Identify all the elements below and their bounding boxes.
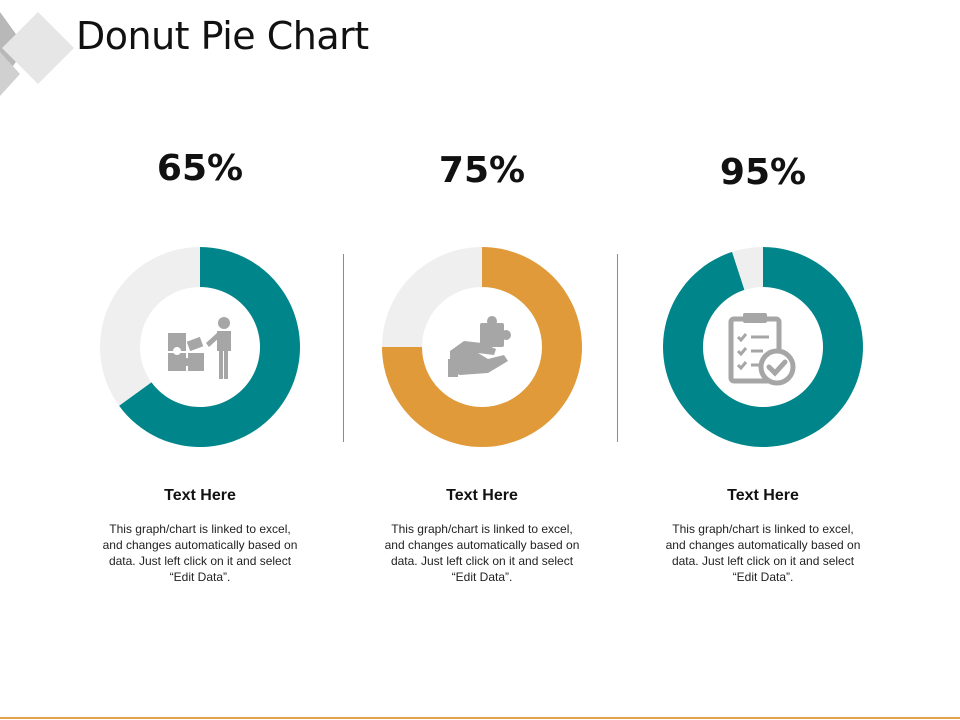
donut-panel-2: 75% Text Here This graph/chart is linked… <box>362 140 602 600</box>
corner-decoration <box>0 12 74 96</box>
donut-chart-3[interactable] <box>663 247 863 447</box>
donut-chart-1[interactable] <box>100 247 300 447</box>
donut-panel-3: 95% Text Here This graph/chart is linked… <box>643 140 883 600</box>
divider <box>617 254 618 442</box>
donut-chart-2[interactable] <box>382 247 582 447</box>
hand-puzzle-icon <box>448 316 511 377</box>
donut-value-label[interactable]: 95% <box>719 152 807 193</box>
panel-heading: Text Here <box>164 487 236 504</box>
donut-value-label[interactable]: 65% <box>156 148 244 189</box>
panel-heading: Text Here <box>446 487 518 504</box>
page-title: Donut Pie Chart <box>76 14 369 58</box>
business-puzzle-person-icon <box>168 317 231 379</box>
donut-2-slice-remainder[interactable] <box>382 247 482 347</box>
donut-value-label[interactable]: 75% <box>438 150 526 191</box>
donut-panel-1: 65% Text Here This graph/chart is linked… <box>80 140 320 600</box>
divider <box>343 254 344 442</box>
panel-heading: Text Here <box>727 487 799 504</box>
donut-3-slice-value[interactable] <box>663 247 863 447</box>
donut-3-slice-remainder[interactable] <box>732 247 763 290</box>
donut-2-slice-value[interactable] <box>382 247 582 447</box>
panel-description: This graph/chart is linked to excel, and… <box>384 522 580 584</box>
donut-1-slice-value[interactable] <box>119 247 300 447</box>
panel-description: This graph/chart is linked to excel, and… <box>665 522 861 584</box>
panel-description: This graph/chart is linked to excel, and… <box>102 522 298 584</box>
clipboard-checklist-icon <box>728 313 796 386</box>
donut-1-slice-remainder[interactable] <box>100 247 200 406</box>
bottom-accent-line <box>0 717 960 719</box>
